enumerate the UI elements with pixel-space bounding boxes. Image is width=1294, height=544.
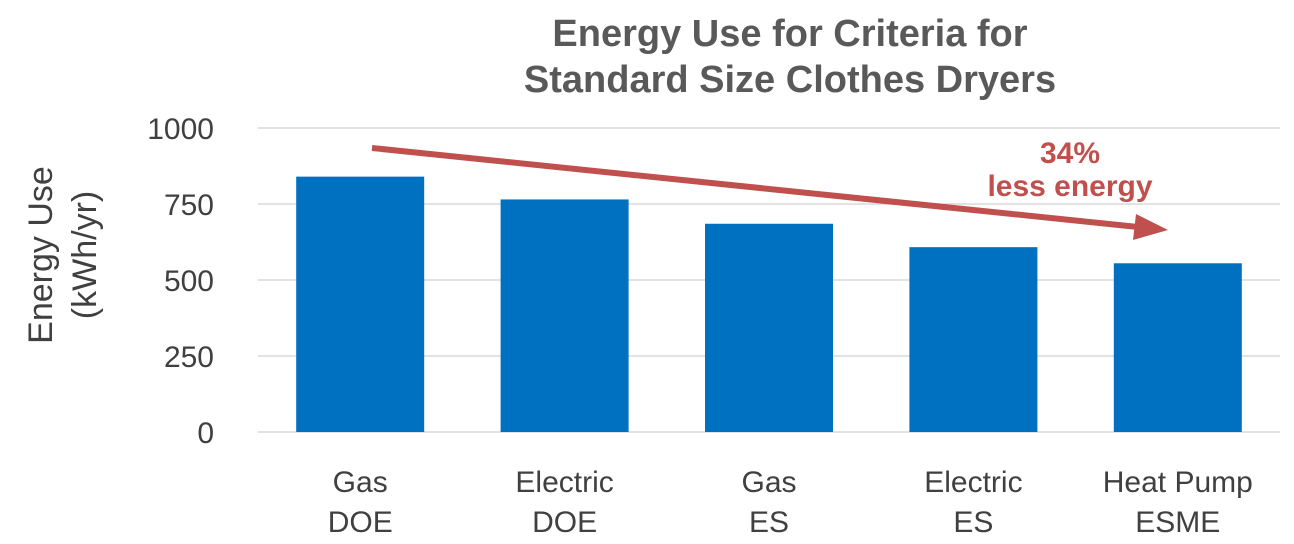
x-category-label: Electric bbox=[515, 466, 613, 499]
bar bbox=[705, 223, 833, 432]
bars bbox=[296, 176, 1242, 432]
x-category-label: DOE bbox=[532, 506, 597, 539]
x-category-label: ES bbox=[749, 506, 789, 539]
bar bbox=[296, 176, 425, 432]
y-axis-label-line-2: (kWh/yr) bbox=[66, 191, 104, 319]
trend-annotation: 34% less energy bbox=[371, 137, 1168, 240]
chart-title: Energy Use for Criteria for Standard Siz… bbox=[524, 13, 1056, 101]
bar bbox=[1113, 263, 1242, 432]
y-axis-ticks: 0 250 500 750 1000 bbox=[147, 113, 214, 450]
y-axis-label: Energy Use (kWh/yr) bbox=[22, 166, 104, 344]
trend-arrow-line bbox=[371, 145, 1139, 230]
x-category-label: Heat Pump bbox=[1103, 466, 1253, 499]
chart-title-line-2: Standard Size Clothes Dryers bbox=[524, 59, 1056, 101]
y-tick-label: 250 bbox=[164, 341, 214, 374]
x-category-label: ES bbox=[953, 506, 993, 539]
annotation-percent: 34% bbox=[1040, 137, 1100, 170]
x-axis-categories: Gas DOE Electric DOE Gas ES Electric ES Heat Pum… bbox=[328, 466, 1253, 539]
y-tick-label: 1000 bbox=[147, 113, 214, 146]
annotation-text: less energy bbox=[987, 170, 1152, 203]
x-category-label: Electric bbox=[924, 466, 1022, 499]
y-axis-label-line-1: Energy Use bbox=[22, 166, 60, 344]
y-tick-label: 750 bbox=[164, 189, 214, 222]
chart-title-line-1: Energy Use for Criteria for bbox=[552, 13, 1027, 55]
bar bbox=[909, 247, 1038, 432]
x-category-label: Gas bbox=[741, 466, 796, 499]
y-tick-label: 0 bbox=[197, 417, 214, 450]
x-category-label: ESME bbox=[1135, 506, 1220, 539]
x-category-label: Gas bbox=[333, 466, 388, 499]
bar bbox=[500, 199, 629, 432]
x-category-label: DOE bbox=[328, 506, 393, 539]
y-tick-label: 500 bbox=[164, 265, 214, 298]
trend-arrow-head bbox=[1133, 214, 1168, 240]
